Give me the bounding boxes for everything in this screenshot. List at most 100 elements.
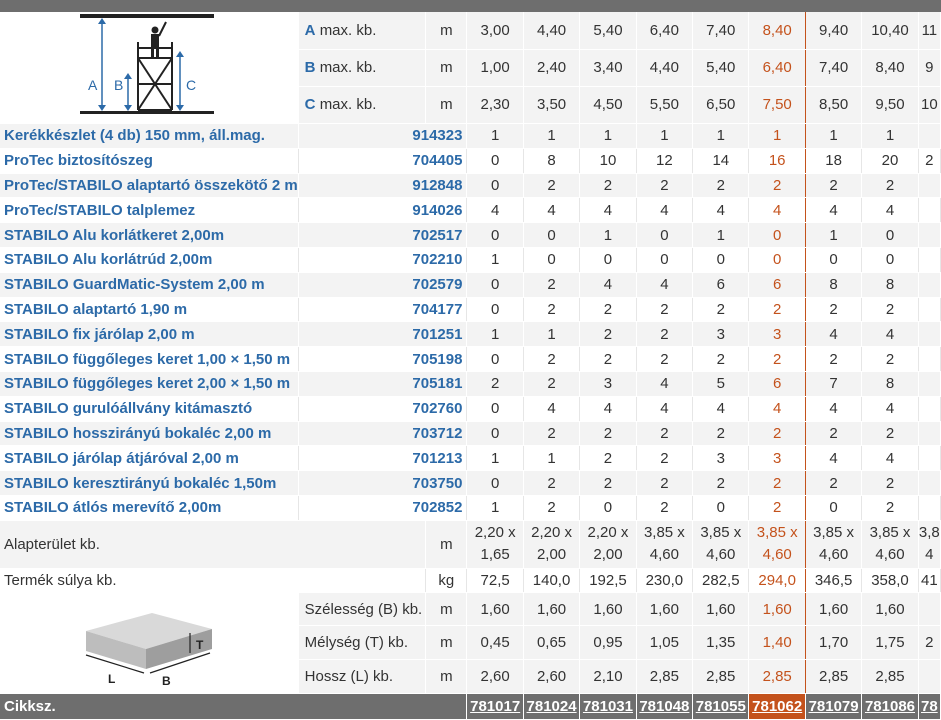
item-code-link[interactable]: 702852 xyxy=(298,495,468,521)
article-number-link[interactable]: 78 xyxy=(918,693,941,720)
item-qty-value: 2 xyxy=(579,470,637,496)
item-qty-value xyxy=(918,396,941,422)
article-number-link[interactable]: 781024 xyxy=(523,693,581,720)
article-number-link[interactable]: 781048 xyxy=(636,693,694,720)
height-c-value: 7,50 xyxy=(748,86,806,125)
item-code-link[interactable]: 702517 xyxy=(298,222,468,248)
item-code-link[interactable]: 701213 xyxy=(298,445,468,472)
diagram-label-a: A xyxy=(88,77,98,93)
item-code-link[interactable]: 702210 xyxy=(298,247,468,273)
article-number-link[interactable]: 781079 xyxy=(805,693,863,720)
item-code-link[interactable]: 914323 xyxy=(298,123,468,149)
item-name-link[interactable]: STABILO függőleges keret 2,00 × 1,50 m xyxy=(0,371,299,397)
item-qty-value: 0 xyxy=(466,222,524,248)
package-value: 2,85 xyxy=(805,659,863,694)
item-qty-value: 2 xyxy=(636,346,694,372)
item-code-link[interactable]: 704405 xyxy=(298,148,468,174)
height-b-value: 6,40 xyxy=(748,49,806,87)
item-qty-value: 3 xyxy=(748,321,806,348)
table-row: STABILO fix járólap 2,00 m 701251 1 1 2 2 3 3 4 4 xyxy=(0,321,941,348)
item-qty-value: 2 xyxy=(523,173,581,199)
item-name-link[interactable]: STABILO keresztirányú bokaléc 1,50m xyxy=(0,470,299,496)
package-diagram: T L B xyxy=(86,612,213,688)
item-qty-value: 4 xyxy=(636,371,694,397)
item-name-link[interactable]: STABILO Alu korlátrúd 2,00m xyxy=(0,247,299,273)
area-value-bottom: 4,60 xyxy=(818,546,849,564)
item-qty-value xyxy=(918,297,941,323)
item-code-link[interactable]: 914026 xyxy=(298,197,468,224)
height-label-text: max. kb. xyxy=(319,96,377,114)
package-value: 1,60 xyxy=(861,592,919,627)
item-name-link[interactable]: STABILO hosszirányú bokaléc 2,00 m xyxy=(0,421,299,447)
height-letter: A xyxy=(304,21,316,39)
product-spec-table: A B C A max. kb. m 3,00 4,40 5,40 6,40 7,40 8,4… xyxy=(0,12,941,720)
package-value: 2,10 xyxy=(579,659,637,694)
item-code-link[interactable]: 702760 xyxy=(298,396,468,422)
item-name-link[interactable]: STABILO függőleges keret 1,00 × 1,50 m xyxy=(0,346,299,372)
item-name-link[interactable]: STABILO alaptartó 1,90 m xyxy=(0,297,299,323)
item-qty-value: 10 xyxy=(579,148,637,174)
item-qty-value: 2 xyxy=(805,173,863,199)
item-name-link[interactable]: ProTec/STABILO alaptartó összekötő 2 m xyxy=(0,173,299,199)
package-row: Mélység (T) kb. m 0,45 0,65 0,95 1,05 1,35 1,40… xyxy=(0,625,941,661)
item-code-link[interactable]: 705198 xyxy=(298,346,468,372)
height-label-b: B max. kb. xyxy=(298,49,427,87)
area-value: 2,20 x 2,00 xyxy=(523,520,581,569)
weight-value: 192,5 xyxy=(579,568,637,593)
article-number-link[interactable]: 781055 xyxy=(692,693,750,720)
area-value-bottom: 2,00 xyxy=(536,546,567,564)
item-qty-value: 4 xyxy=(805,197,863,224)
item-qty-value: 2 xyxy=(523,421,581,447)
height-b-value: 9 xyxy=(918,49,941,87)
area-value: 2,20 x 2,00 xyxy=(579,520,637,569)
weight-value: 230,0 xyxy=(636,568,694,593)
item-name-link[interactable]: STABILO Alu korlátkeret 2,00m xyxy=(0,222,299,248)
item-qty-value: 4 xyxy=(805,396,863,422)
item-code-link[interactable]: 703712 xyxy=(298,421,468,447)
item-name-link[interactable]: STABILO GuardMatic-System 2,00 m xyxy=(0,272,299,298)
item-code-link[interactable]: 702579 xyxy=(298,272,468,298)
item-code-link[interactable]: 701251 xyxy=(298,321,468,348)
article-number-link[interactable]: 781031 xyxy=(579,693,637,720)
article-number-link[interactable]: 781017 xyxy=(466,693,524,720)
package-value: 1,05 xyxy=(636,625,694,661)
item-code-link[interactable]: 703750 xyxy=(298,470,468,496)
item-qty-value: 2 xyxy=(805,297,863,323)
item-name-link[interactable]: Kerékkészlet (4 db) 150 mm, áll.mag. xyxy=(0,123,299,149)
item-qty-value: 2 xyxy=(523,495,581,521)
item-name-link[interactable]: ProTec biztosítószeg xyxy=(0,148,299,174)
item-qty-value: 0 xyxy=(466,346,524,372)
item-name-link[interactable]: STABILO járólap átjáróval 2,00 m xyxy=(0,445,299,472)
height-label-text: max. kb. xyxy=(319,59,377,77)
item-qty-value: 6 xyxy=(748,272,806,298)
package-label: Hossz (L) kb. xyxy=(298,659,427,694)
table-row: ProTec biztosítószeg 704405 0 8 10 12 14 16 18 20… xyxy=(0,148,941,174)
item-qty-value: 8 xyxy=(861,272,919,298)
item-name-link[interactable]: STABILO gurulóállvány kitámasztó xyxy=(0,396,299,422)
item-qty-value: 1 xyxy=(805,123,863,149)
table-row: ProTec/STABILO alaptartó összekötő 2 m 91… xyxy=(0,173,941,199)
item-name-link[interactable]: STABILO átlós merevítő 2,00m xyxy=(0,495,299,521)
item-qty-value: 3 xyxy=(579,371,637,397)
item-qty-value: 0 xyxy=(579,247,637,273)
article-number-link[interactable]: 781062 xyxy=(748,693,806,720)
item-name-link[interactable]: STABILO fix járólap 2,00 m xyxy=(0,321,299,348)
height-a-value: 5,40 xyxy=(579,12,637,50)
item-qty-value: 2 xyxy=(636,421,694,447)
table-row: STABILO Alu korlátkeret 2,00m 702517 0 0 1 0 1… xyxy=(0,222,941,248)
item-qty-value: 0 xyxy=(861,222,919,248)
height-a-value: 11 xyxy=(918,12,941,50)
item-code-link[interactable]: 704177 xyxy=(298,297,468,323)
article-number-link[interactable]: 781086 xyxy=(861,693,919,720)
area-value: 3,8 4 xyxy=(918,520,941,569)
scaffold-diagram: A B C xyxy=(80,14,215,114)
item-code-link[interactable]: 705181 xyxy=(298,371,468,397)
area-value-top: 3,85 x xyxy=(756,524,798,542)
package-label-l: L xyxy=(108,672,115,686)
item-code-link[interactable]: 912848 xyxy=(298,173,468,199)
table-row: STABILO járólap átjáróval 2,00 m 701213 1 1… xyxy=(0,445,941,472)
item-qty-value: 2 xyxy=(523,371,581,397)
package-label: Mélység (T) kb. xyxy=(298,625,427,661)
item-name-link[interactable]: ProTec/STABILO talplemez xyxy=(0,197,299,224)
package-value: 0,95 xyxy=(579,625,637,661)
